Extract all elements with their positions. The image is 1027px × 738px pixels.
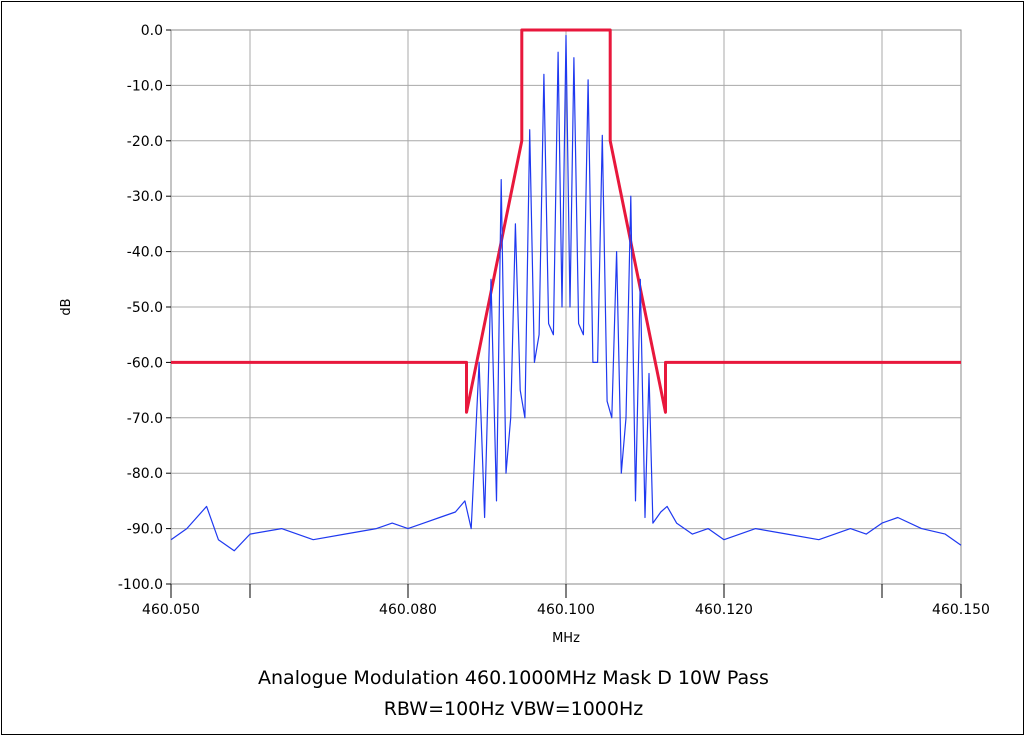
y-tick-label: -50.0	[127, 300, 163, 316]
x-tick-label: 460.150	[932, 602, 990, 618]
y-tick-label: -100.0	[118, 577, 163, 593]
y-tick-label: -40.0	[127, 245, 163, 261]
x-tick-label: 460.120	[695, 602, 753, 618]
chart-caption-line1: Analogue Modulation 460.1000MHz Mask D 1…	[258, 667, 769, 689]
y-tick-label: -30.0	[127, 189, 163, 205]
y-tick-label: -20.0	[127, 134, 163, 150]
x-tick-label: 460.050	[142, 602, 200, 618]
y-tick-label: 0.0	[141, 23, 163, 39]
chart-caption-line2: RBW=100Hz VBW=1000Hz	[383, 698, 644, 720]
y-tick-label: -60.0	[127, 355, 163, 371]
axis-ticks: 0.0 -10.0 -20.0 -30.0 -40.0 -50.0 -60.0 -70.0 -8…	[118, 23, 990, 618]
mask-line	[171, 28, 961, 414]
x-tick-label: 460.100	[537, 602, 595, 618]
y-axis-label: dB	[59, 298, 74, 315]
y-tick-label: -70.0	[127, 411, 163, 427]
x-axis-label: MHz	[552, 631, 580, 646]
x-tick-label: 460.080	[379, 602, 437, 618]
series-layer	[170, 28, 962, 552]
spectrum-trace	[170, 34, 962, 552]
y-tick-label: -80.0	[127, 466, 163, 482]
y-tick-label: -90.0	[127, 522, 163, 538]
y-tick-label: -10.0	[127, 78, 163, 94]
